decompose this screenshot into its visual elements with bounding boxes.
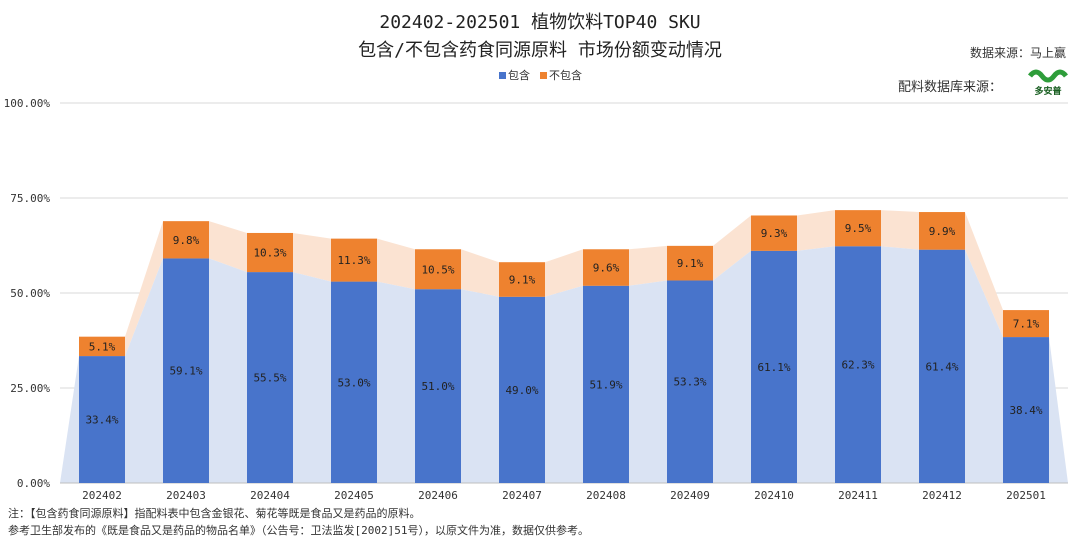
y-tick-label: 50.00% bbox=[10, 287, 50, 300]
data-label-exclude: 7.1% bbox=[1013, 318, 1040, 331]
bar-include bbox=[751, 250, 797, 483]
x-tick-label: 202408 bbox=[586, 489, 626, 500]
chart-subtitle: 包含/不包含药食同源原料 市场份额变动情况 bbox=[358, 40, 722, 61]
x-tick-label: 202402 bbox=[82, 489, 122, 500]
x-tick-label: 202501 bbox=[1006, 489, 1046, 500]
x-tick-label: 202412 bbox=[922, 489, 962, 500]
footnote-1: 注：【包含药食同源原料】指配料表中包含金银花、菊花等既是食品又是药品的原料。 bbox=[8, 507, 421, 520]
data-label-include: 62.3% bbox=[841, 359, 874, 372]
bar-exclude bbox=[79, 336, 125, 357]
legend-label-include: 包含 bbox=[508, 68, 530, 82]
legend-swatch-exclude bbox=[540, 72, 547, 79]
x-tick-label: 202403 bbox=[166, 489, 206, 500]
bar-exclude bbox=[835, 210, 881, 247]
x-tick-label: 202410 bbox=[754, 489, 794, 500]
include-area bbox=[60, 246, 1068, 483]
data-label-exclude: 11.3% bbox=[337, 254, 370, 267]
ingredient-db-source: 配料数据库来源： bbox=[898, 80, 1003, 95]
y-tick-label: 75.00% bbox=[10, 192, 50, 205]
y-tick-label: 0.00% bbox=[17, 477, 50, 490]
data-label-exclude: 9.8% bbox=[173, 234, 200, 247]
bar-exclude bbox=[247, 232, 293, 273]
bar-include bbox=[163, 258, 209, 483]
x-tick-label: 202405 bbox=[334, 489, 374, 500]
data-label-include: 55.5% bbox=[253, 372, 286, 385]
bar-exclude bbox=[583, 249, 629, 286]
data-label-include: 51.9% bbox=[589, 378, 622, 391]
x-tick-label: 202409 bbox=[670, 489, 710, 500]
bar-exclude bbox=[919, 212, 965, 250]
data-label-exclude: 10.3% bbox=[253, 247, 286, 260]
bar-exclude bbox=[751, 215, 797, 251]
data-label-include: 33.4% bbox=[85, 414, 118, 427]
bar-include bbox=[247, 272, 293, 483]
bar-exclude bbox=[667, 245, 713, 281]
bar-include bbox=[79, 356, 125, 483]
bar-exclude bbox=[163, 221, 209, 259]
y-tick-label: 25.00% bbox=[10, 382, 50, 395]
data-label-exclude: 9.5% bbox=[845, 222, 872, 235]
data-label-include: 53.0% bbox=[337, 376, 370, 389]
duoanpu-logo: 多安普 bbox=[1028, 69, 1068, 96]
data-label-include: 49.0% bbox=[505, 384, 538, 397]
data-label-include: 51.0% bbox=[421, 380, 454, 393]
legend-label-exclude: 不包含 bbox=[549, 68, 582, 82]
data-label-include: 38.4% bbox=[1009, 404, 1042, 417]
x-tick-label: 202411 bbox=[838, 489, 878, 500]
data-label-exclude: 5.1% bbox=[89, 340, 116, 353]
data-label-include: 53.3% bbox=[673, 376, 706, 389]
x-tick-label: 202404 bbox=[250, 489, 290, 500]
y-tick-label: 100.00% bbox=[4, 97, 51, 110]
legend-swatch-include bbox=[499, 72, 506, 79]
bar-include bbox=[499, 296, 545, 483]
data-label-exclude: 9.3% bbox=[761, 227, 788, 240]
bar-exclude bbox=[415, 249, 461, 290]
chart-title: 202402-202501 植物饮料TOP40 SKU bbox=[379, 12, 701, 33]
bar-include bbox=[919, 249, 965, 483]
exclude-area bbox=[79, 210, 1049, 357]
bar-include bbox=[835, 246, 881, 483]
x-tick-label: 202407 bbox=[502, 489, 542, 500]
bar-include bbox=[583, 285, 629, 483]
data-label-exclude: 9.9% bbox=[929, 225, 956, 238]
stacked-bar-chart: 0.00% 25.00% 50.00% 75.00% 100.00% 33.4% 5.1% 2… bbox=[4, 68, 1068, 500]
data-label-exclude: 9.6% bbox=[593, 262, 620, 275]
bar-exclude bbox=[331, 238, 377, 282]
data-label-exclude: 9.1% bbox=[677, 257, 704, 270]
x-tick-label: 202406 bbox=[418, 489, 458, 500]
data-label-exclude: 9.1% bbox=[509, 274, 536, 287]
bar-include bbox=[331, 281, 377, 483]
data-label-include: 61.1% bbox=[757, 361, 790, 374]
data-label-include: 59.1% bbox=[169, 365, 202, 378]
bar-include bbox=[415, 289, 461, 483]
svg-text:多安普: 多安普 bbox=[1034, 85, 1061, 96]
data-label-exclude: 10.5% bbox=[421, 263, 454, 276]
data-label-include: 61.4% bbox=[925, 360, 958, 373]
bar-exclude bbox=[499, 262, 545, 297]
data-source: 数据来源：马上赢 bbox=[969, 46, 1066, 60]
bar-include bbox=[667, 280, 713, 483]
bar-exclude bbox=[1003, 310, 1049, 338]
footnote-2: 参考卫生部发布的《既是食品又是药品的物品名单》（公告号：卫法监发[2002]51… bbox=[8, 524, 589, 537]
bar-include bbox=[1003, 337, 1049, 483]
